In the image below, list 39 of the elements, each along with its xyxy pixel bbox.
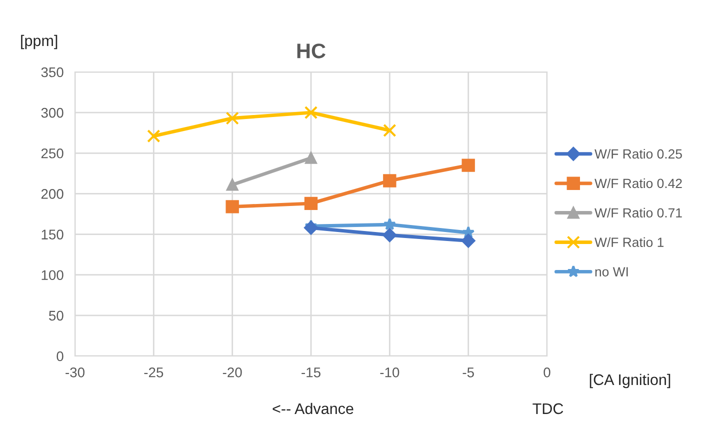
y-tick-label: 0 — [56, 351, 64, 362]
point — [147, 130, 160, 143]
x-tick-label: -30 — [66, 367, 84, 378]
x-tick-label: -10 — [380, 367, 400, 378]
x-axis-title: [CA Ignition] — [590, 374, 670, 388]
text: <-- Advance — [272, 402, 354, 414]
point — [383, 124, 396, 138]
text: TDC — [532, 403, 564, 414]
point — [226, 112, 239, 125]
point — [226, 200, 239, 214]
y-tick-label: 200 — [41, 189, 64, 199]
x-tick-label: 0 — [544, 367, 550, 378]
y-tick-label: 250 — [41, 148, 64, 158]
point — [383, 174, 396, 188]
x-tick-label: -20 — [222, 367, 242, 378]
point — [383, 218, 396, 230]
y-tick-label: 100 — [42, 270, 64, 280]
legend-label: no WI — [595, 267, 628, 276]
chart-title: HC — [297, 44, 326, 58]
y-axis-title: [ppm] — [21, 34, 58, 50]
legend-label: W/F Ratio 0.71 — [594, 208, 682, 218]
point — [304, 220, 318, 235]
legend-label: W/F Ratio 1 — [594, 237, 664, 247]
y-tick-label: 350 — [41, 67, 64, 78]
point — [226, 178, 238, 191]
point — [304, 196, 318, 210]
point — [304, 106, 318, 120]
x-tick-label: -15 — [302, 368, 320, 378]
x-tick-label: -5 — [462, 368, 474, 378]
y-tick-label: 50 — [48, 310, 64, 321]
point — [382, 228, 397, 242]
legend-label: W/F Ratio 0.25 — [594, 148, 682, 159]
point — [305, 152, 317, 164]
legend-label: W/F Ratio 0.42 — [594, 178, 682, 188]
point — [462, 158, 475, 172]
point — [461, 234, 476, 248]
y-tick-label: 300 — [41, 108, 64, 118]
x-tick-label: -25 — [144, 367, 164, 378]
y-tick-label: 150 — [42, 230, 64, 240]
